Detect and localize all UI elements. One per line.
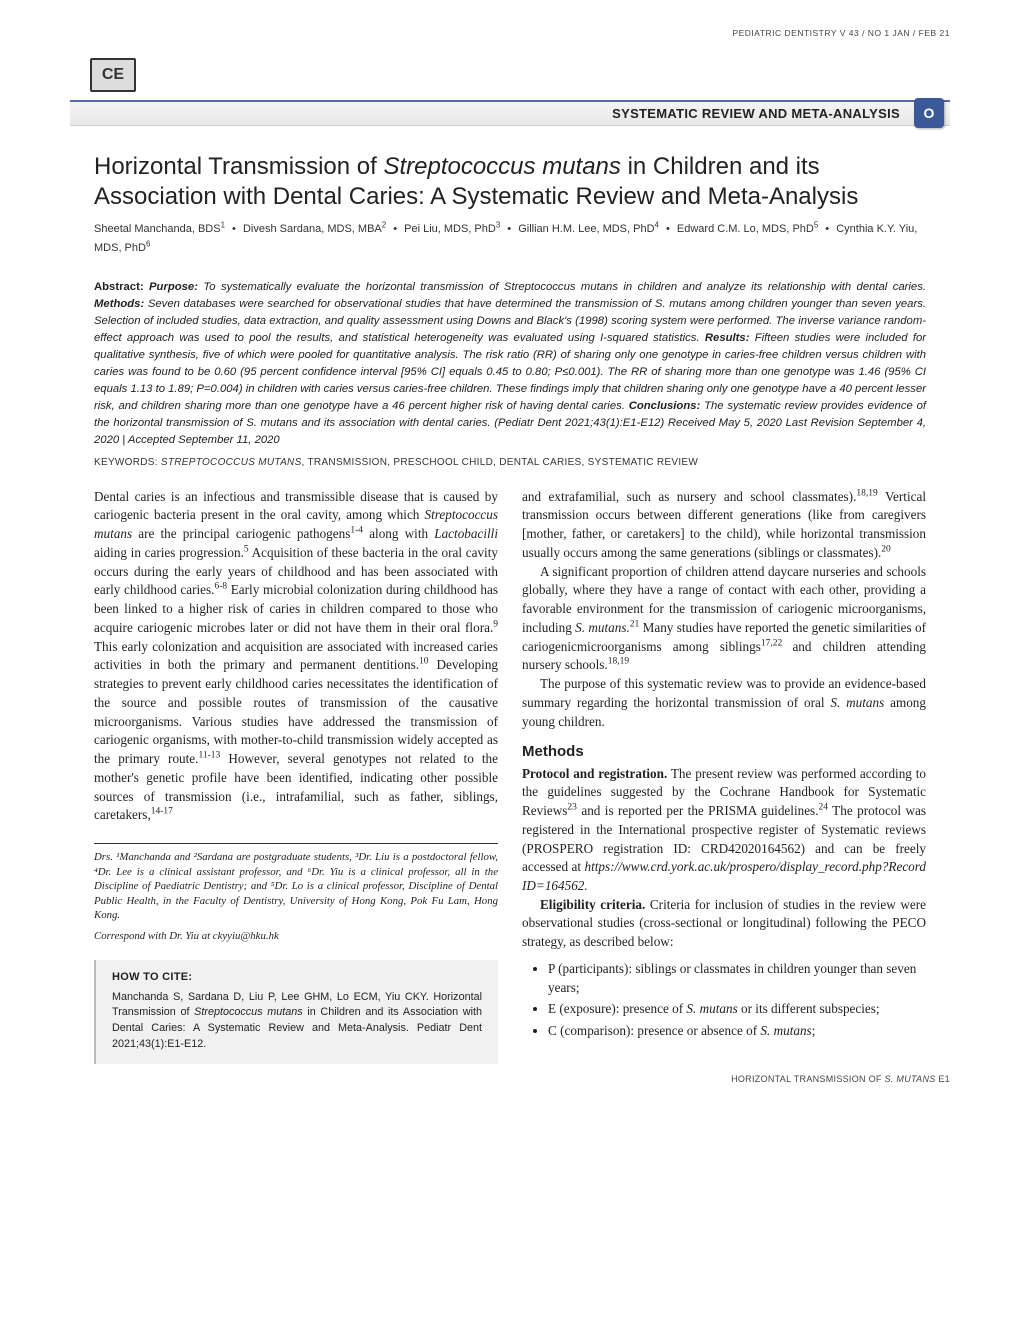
ref: 24	[819, 803, 829, 813]
intro-para-3: The purpose of this systematic review wa…	[522, 675, 926, 731]
affiliation-rule	[94, 843, 498, 844]
running-head: PEDIATRIC DENTISTRY V 43 / NO 1 JAN / FE…	[70, 28, 950, 38]
author: Divesh Sardana, MDS, MBA2	[243, 223, 386, 235]
body-column-right: and extrafamilial, such as nursery and s…	[522, 488, 926, 1065]
methods-heading: Methods	[522, 741, 926, 762]
methods-para-protocol: Protocol and registration. The present r…	[522, 765, 926, 896]
author: Edward C.M. Lo, MDS, PhD5	[677, 223, 818, 235]
t: S. mutans	[686, 1001, 737, 1016]
correspondence: Correspond with Dr. Yiu at ckyyiu@hku.hk	[94, 929, 498, 944]
t: C (comparison): presence or absence of	[548, 1023, 760, 1038]
methods-para-eligibility: Eligibility criteria. Criteria for inclu…	[522, 896, 926, 952]
t: Streptococcus mutans	[194, 1006, 303, 1018]
ref: 23	[567, 803, 577, 813]
intro-para-1b: and extrafamilial, such as nursery and s…	[522, 488, 926, 563]
how-to-cite-text: Manchanda S, Sardana D, Liu P, Lee GHM, …	[112, 990, 482, 1053]
ref: 9	[493, 620, 498, 630]
abstract-block: Abstract: Purpose: To systematically eva…	[94, 279, 926, 448]
ref: 6-8	[214, 582, 227, 592]
peco-bullet: C (comparison): presence or absence of S…	[548, 1022, 926, 1041]
t: S. mutans	[760, 1023, 811, 1038]
t: HORIZONTAL TRANSMISSION OF	[731, 1074, 884, 1084]
keywords-label: KEYWORDS:	[94, 457, 161, 468]
author-sep: •	[822, 223, 832, 235]
author-sep: •	[390, 223, 400, 235]
ref: 18,19	[856, 488, 877, 498]
author-sup: 1	[221, 220, 225, 229]
author-sup: 5	[814, 220, 818, 229]
purpose-text: To systematically evaluate the horizonta…	[198, 281, 926, 293]
title-pre: Horizontal Transmission of	[94, 153, 383, 180]
ref: 17,22	[761, 638, 793, 648]
title-ital: Streptococcus mutans	[383, 153, 620, 180]
keywords-line: KEYWORDS: STREPTOCOCCUS MUTANS, TRANSMIS…	[94, 457, 926, 468]
ce-badge-icon: CE	[90, 58, 136, 92]
ref: 11-13	[198, 751, 220, 761]
purpose-label: Purpose:	[149, 281, 198, 293]
affiliations: Drs. ¹Manchanda and ²Sardana are postgra…	[94, 850, 498, 923]
t: S. mutans	[830, 695, 884, 710]
authors-line: Sheetal Manchanda, BDS1 • Divesh Sardana…	[94, 220, 926, 257]
conclusions-label: Conclusions:	[629, 400, 701, 412]
author-sup: 4	[655, 220, 659, 229]
t: aiding in caries progression.	[94, 545, 244, 560]
t: and extrafamilial, such as nursery and s…	[522, 489, 856, 504]
t: and is reported per the PRISMA guideline…	[577, 803, 819, 818]
t: are the principal cariogenic pathogens	[132, 526, 350, 541]
abstract-label: Abstract:	[94, 281, 144, 293]
ref: 20	[881, 545, 891, 555]
intro-para-2: A significant proportion of children att…	[522, 563, 926, 675]
author: Gillian H.M. Lee, MDS, PhD4	[518, 223, 659, 235]
t: Developing strategies to prevent early c…	[94, 657, 498, 766]
t: S. mutans.	[575, 620, 630, 635]
results-label: Results:	[705, 332, 750, 344]
how-to-cite-box: HOW TO CITE: Manchanda S, Sardana D, Liu…	[94, 960, 498, 1064]
t: or its different subspecies;	[738, 1001, 880, 1016]
author-sup: 3	[496, 220, 500, 229]
section-bar: SYSTEMATIC REVIEW AND META-ANALYSIS	[70, 100, 950, 126]
how-to-cite-title: HOW TO CITE:	[112, 970, 482, 986]
body-column-left: Dental caries is an infectious and trans…	[94, 488, 498, 1065]
ref: 10	[419, 657, 429, 667]
methods-label: Methods:	[94, 298, 144, 310]
peco-bullet: E (exposure): presence of S. mutans or i…	[548, 1000, 926, 1019]
article-title: Horizontal Transmission of Streptococcus…	[94, 152, 926, 212]
author-sup: 2	[382, 220, 386, 229]
t: P (participants): siblings or classmates…	[548, 961, 916, 995]
t: E (exposure): presence of	[548, 1001, 686, 1016]
author-sep: •	[229, 223, 239, 235]
page-footer: HORIZONTAL TRANSMISSION OF S. MUTANS E1	[731, 1074, 950, 1084]
author: Sheetal Manchanda, BDS1	[94, 223, 225, 235]
keywords-rest: , TRANSMISSION, PRESCHOOL CHILD, DENTAL …	[302, 457, 699, 468]
intro-para-1: Dental caries is an infectious and trans…	[94, 488, 498, 825]
t: E1	[936, 1074, 950, 1084]
keywords-ital: STREPTOCOCCUS MUTANS	[161, 457, 302, 468]
peco-bullet: P (participants): siblings or classmates…	[548, 960, 926, 997]
run-in: Eligibility criteria.	[540, 897, 645, 912]
peco-bullets: P (participants): siblings or classmates…	[522, 960, 926, 1041]
ref: 18,19	[608, 657, 629, 667]
author-sup: 6	[146, 239, 150, 248]
author-sep: •	[663, 223, 673, 235]
author: Pei Liu, MDS, PhD3	[404, 223, 500, 235]
t: S. MUTANS	[885, 1074, 936, 1084]
t: Lactobacilli	[434, 526, 498, 541]
ref: 14-17	[151, 807, 173, 817]
ref: 1-4	[350, 526, 363, 536]
author-sep: •	[504, 223, 514, 235]
run-in: Protocol and registration.	[522, 766, 667, 781]
section-badge: O	[914, 98, 944, 128]
ref: 21	[630, 620, 640, 630]
t: ;	[812, 1023, 816, 1038]
t: along with	[363, 526, 434, 541]
